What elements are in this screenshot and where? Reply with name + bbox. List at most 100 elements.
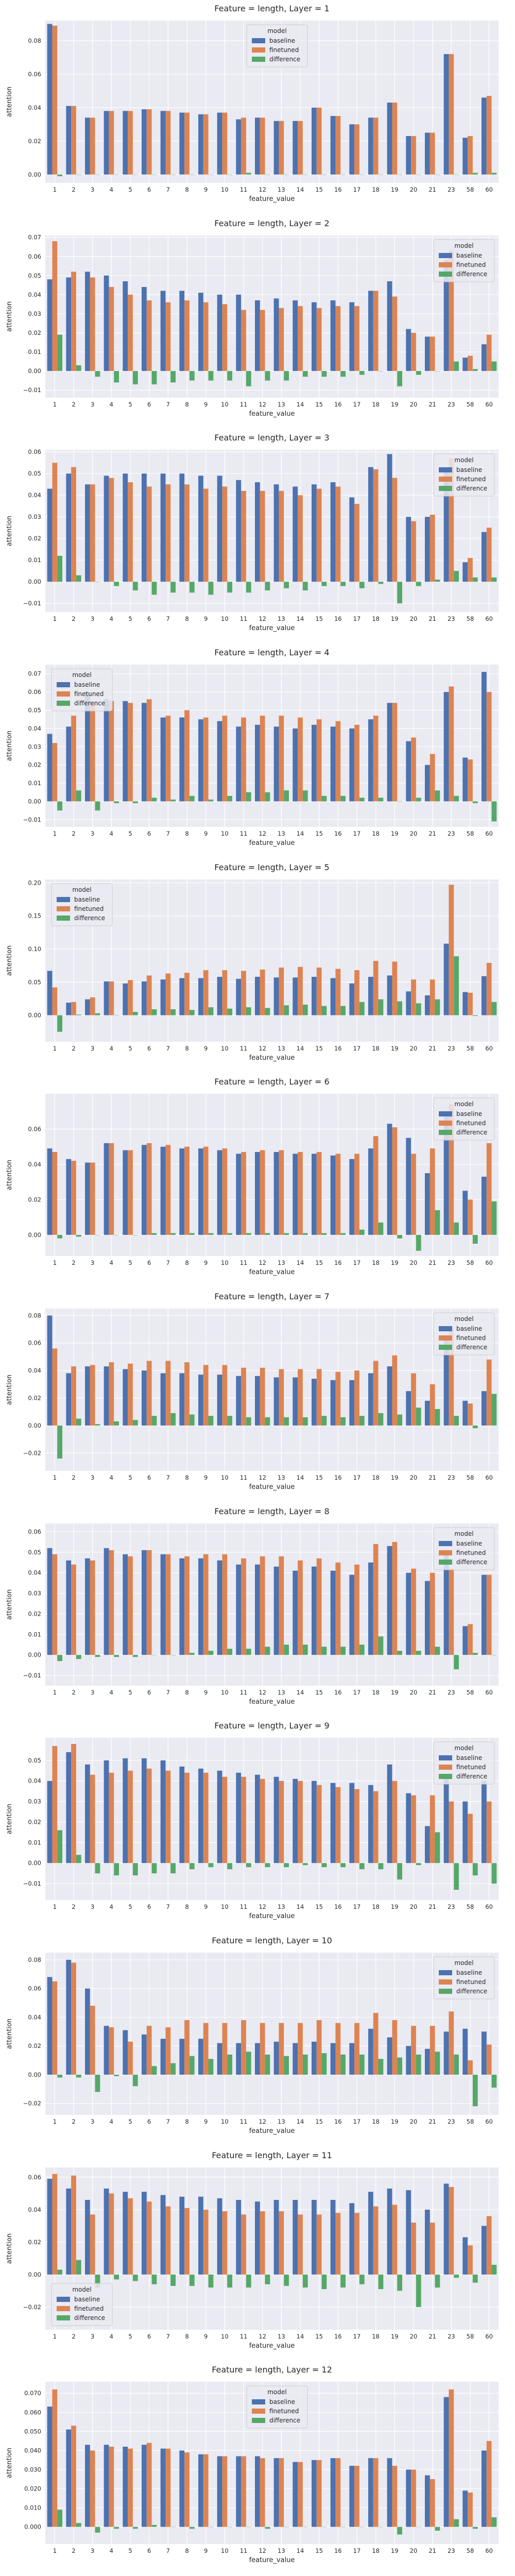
x-tick-label: 13	[278, 186, 285, 193]
bar-finetuned-12	[260, 1150, 265, 1235]
bar-baseline-21	[424, 2209, 430, 2275]
x-tick-label: 23	[448, 615, 455, 622]
x-tick-label: 11	[240, 1259, 248, 1266]
x-tick-label: 10	[221, 1259, 229, 1266]
x-tick-label: 14	[297, 1474, 304, 1481]
bar-difference-7	[170, 1233, 176, 1235]
bar-baseline-6	[142, 703, 147, 802]
x-tick-label: 17	[353, 615, 361, 622]
x-tick-label: 17	[353, 186, 361, 193]
x-tick-label: 13	[278, 1903, 285, 1910]
x-tick-label: 15	[315, 186, 323, 193]
bar-difference-3	[95, 2274, 100, 2287]
x-tick-label: 8	[185, 401, 188, 408]
bar-finetuned-21	[430, 1384, 435, 1426]
bar-baseline-13	[273, 2199, 279, 2275]
bar-baseline-6	[142, 1370, 147, 1426]
bar-finetuned-58	[468, 355, 473, 371]
bar-finetuned-21	[430, 754, 435, 802]
x-tick-label: 14	[297, 830, 304, 837]
bar-finetuned-12	[260, 117, 265, 175]
bar-finetuned-12	[260, 2458, 265, 2527]
bar-difference-19	[397, 801, 402, 802]
y-tick-label: −0.02	[23, 1449, 41, 1456]
x-tick-label: 60	[485, 1689, 493, 1696]
bar-baseline-23	[443, 1116, 449, 1235]
bar-baseline-17	[349, 1783, 355, 1863]
bar-difference-14	[302, 1417, 308, 1426]
bar-difference-60	[491, 2264, 497, 2275]
bar-finetuned-5	[128, 980, 133, 1015]
x-tick-label: 5	[128, 2118, 132, 2125]
bar-difference-10	[227, 1863, 233, 1870]
bar-difference-3	[95, 1863, 100, 1874]
x-tick-label: 7	[166, 1689, 170, 1696]
x-tick-label: 6	[147, 401, 151, 408]
bar-difference-15	[321, 1006, 327, 1015]
bar-finetuned-9	[203, 302, 209, 371]
bar-finetuned-19	[392, 2205, 398, 2275]
bar-difference-20	[416, 1408, 421, 1426]
x-tick-label: 19	[391, 615, 399, 622]
bar-baseline-9	[198, 978, 203, 1015]
bar-baseline-20	[406, 2190, 411, 2275]
bar-difference-19	[397, 2057, 402, 2075]
bar-baseline-15	[311, 1566, 317, 1655]
x-tick-label: 14	[297, 1259, 304, 1266]
bar-finetuned-2	[71, 1161, 76, 1235]
bar-finetuned-11	[241, 2456, 246, 2527]
legend-swatch-baseline	[57, 2296, 71, 2302]
bar-difference-4	[114, 2074, 119, 2076]
legend-swatch-difference	[438, 271, 452, 277]
bar-difference-7	[170, 2274, 176, 2286]
bar-difference-5	[132, 801, 138, 803]
bar-finetuned-23	[449, 54, 454, 175]
bar-baseline-8	[179, 1148, 185, 1235]
x-tick-label: 17	[353, 830, 361, 837]
x-tick-label: 13	[278, 401, 285, 408]
bar-difference-58	[472, 1425, 478, 1429]
legend-title: model	[267, 27, 286, 35]
bar-finetuned-13	[279, 2023, 284, 2075]
x-tick-label: 9	[204, 1689, 208, 1696]
bar-baseline-18	[368, 2458, 373, 2527]
y-tick-label: 0.01	[28, 348, 41, 355]
x-tick-label: 6	[147, 615, 151, 622]
legend-entry-baseline: baseline	[74, 896, 100, 903]
bar-finetuned-23	[449, 2011, 454, 2075]
bar-difference-8	[189, 1009, 195, 1015]
bar-finetuned-21	[430, 336, 435, 371]
x-tick-label: 17	[353, 1259, 361, 1266]
bar-difference-6	[151, 1863, 157, 1874]
bar-baseline-2	[66, 1959, 72, 2075]
x-tick-label: 9	[204, 186, 208, 193]
bar-baseline-58	[462, 1191, 468, 1235]
bar-baseline-20	[406, 136, 411, 175]
bar-baseline-58	[462, 357, 468, 371]
bar-difference-20	[416, 582, 421, 586]
bar-difference-19	[397, 1235, 402, 1239]
bar-finetuned-6	[146, 300, 152, 371]
bar-difference-13	[284, 1417, 289, 1426]
x-tick-label: 9	[204, 2118, 208, 2125]
bar-finetuned-7	[165, 2027, 171, 2075]
bar-baseline-14	[293, 1570, 298, 1655]
x-tick-label: 20	[410, 186, 418, 193]
bar-finetuned-10	[222, 1777, 228, 1863]
bar-difference-20	[416, 2527, 421, 2528]
bar-finetuned-19	[392, 961, 398, 1015]
legend-entry-finetuned: finetuned	[456, 1549, 486, 1556]
bar-finetuned-60	[486, 528, 492, 582]
bar-difference-20	[416, 370, 421, 375]
bar-baseline-4	[104, 111, 109, 175]
y-tick-label: 0.05	[28, 470, 41, 478]
x-tick-label: 8	[185, 2333, 188, 2340]
bar-finetuned-19	[392, 1541, 398, 1655]
legend-swatch-difference	[57, 700, 71, 706]
legend-entry-baseline: baseline	[456, 1754, 482, 1761]
bar-difference-9	[208, 582, 214, 595]
legend-entry-baseline: baseline	[456, 466, 482, 473]
y-axis-label: attention	[6, 1589, 13, 1620]
x-tick-label: 21	[428, 186, 436, 193]
bar-difference-23	[454, 2274, 459, 2278]
